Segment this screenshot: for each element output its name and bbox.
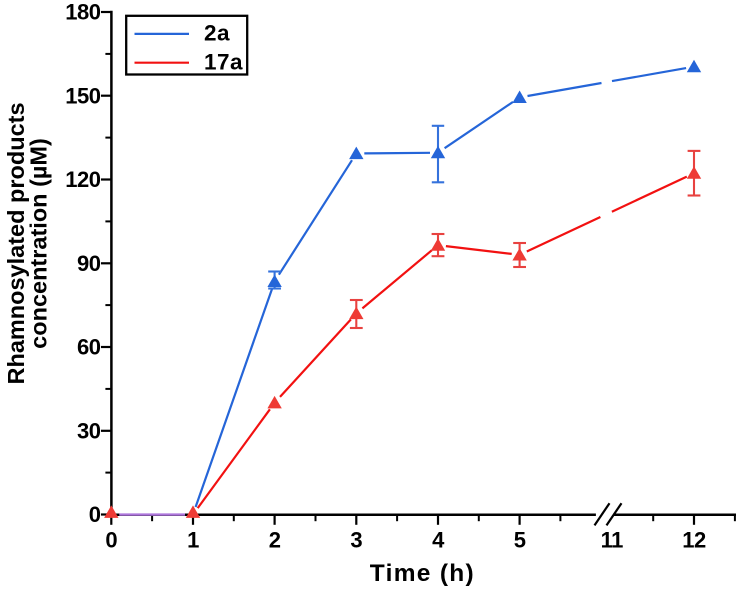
svg-text:5: 5	[514, 528, 526, 553]
svg-text:1: 1	[187, 528, 199, 553]
svg-text:60: 60	[77, 335, 101, 360]
svg-text:Time (h): Time (h)	[370, 560, 475, 587]
svg-text:2: 2	[269, 528, 281, 553]
svg-text:180: 180	[65, 0, 100, 25]
svg-text:Rhamnosylated products: Rhamnosylated products	[3, 102, 29, 384]
svg-text:90: 90	[77, 251, 101, 276]
svg-text:120: 120	[65, 167, 100, 192]
svg-text:concentration (µM): concentration (µM)	[25, 138, 51, 349]
svg-text:2a: 2a	[204, 20, 230, 45]
svg-text:0: 0	[105, 528, 117, 553]
svg-text:4: 4	[432, 528, 445, 553]
svg-text:3: 3	[350, 528, 362, 553]
svg-text:11: 11	[601, 528, 624, 553]
svg-text:17a: 17a	[204, 49, 243, 74]
svg-text:30: 30	[77, 418, 101, 443]
svg-text:150: 150	[65, 83, 100, 108]
svg-text:12: 12	[682, 528, 706, 553]
svg-text:0: 0	[89, 502, 101, 527]
